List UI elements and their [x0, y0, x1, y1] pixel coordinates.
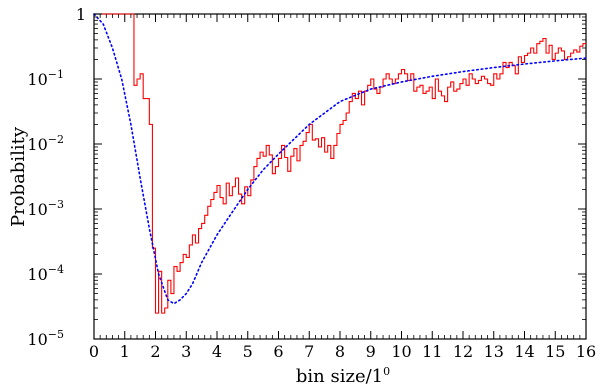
x-tick-label: 2: [150, 342, 160, 361]
x-tick-label: 16: [576, 342, 596, 361]
x-tick-label: 13: [484, 342, 504, 361]
y-tick-label: 1: [76, 5, 86, 24]
y-axis-title: Probability: [8, 126, 29, 227]
x-tick-label: 1: [120, 342, 130, 361]
x-tick-label: 14: [514, 342, 534, 361]
model-dotted-series: [93, 13, 587, 305]
x-tick-label: 4: [212, 342, 222, 361]
y-tick-label: 10−3: [27, 198, 64, 219]
x-tick-label: 12: [453, 342, 473, 361]
x-tick-label: 11: [422, 342, 442, 361]
histogram-series: [94, 13, 586, 314]
y-tick-label: 10−4: [27, 263, 64, 284]
x-tick-label: 7: [304, 342, 314, 361]
label-layer: 0 1 2 3 4 5 6 7 8 9 10 11 12 13 14 15 16110−110−210−310−…: [27, 5, 596, 361]
x-tick-label: 9: [366, 342, 376, 361]
series-layer: [93, 13, 587, 314]
x-tick-label: 8: [335, 342, 345, 361]
y-tick-label: 10−1: [27, 68, 64, 89]
x-tick-label: 6: [273, 342, 283, 361]
x-tick-label: 0: [89, 342, 99, 361]
y-tick-label: 10−2: [27, 133, 64, 154]
x-tick-label: 15: [545, 342, 565, 361]
x-tick-label: 3: [181, 342, 191, 361]
x-axis-title: bin size/10: [296, 365, 390, 385]
x-tick-label: 5: [243, 342, 253, 361]
tick-layer: [93, 13, 587, 340]
x-tick-label: 10: [391, 342, 411, 361]
y-tick-label: 10−5: [27, 328, 64, 349]
